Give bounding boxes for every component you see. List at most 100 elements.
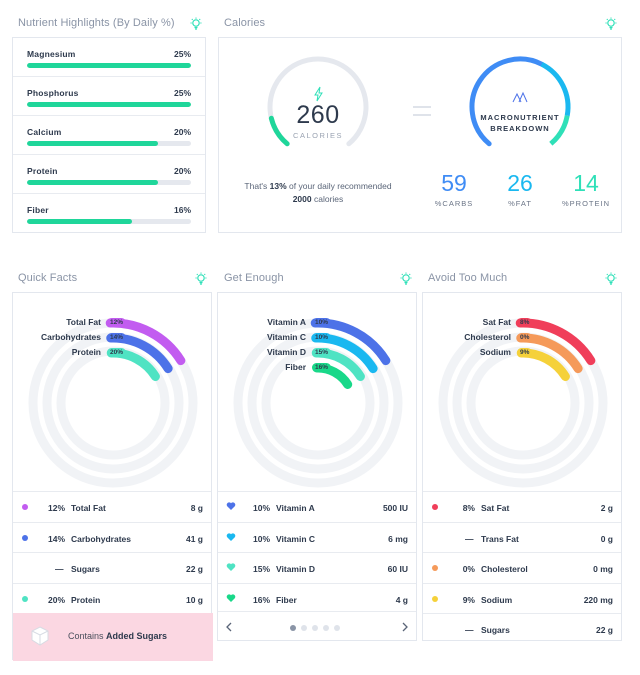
pager-bar [218,611,416,642]
pager-dot[interactable] [301,625,307,631]
row-percent: 15% [252,564,270,574]
row-name: Sugars [71,564,100,574]
row-name: Vitamin C [276,533,316,544]
ring-percent-pill: 15% [312,348,332,357]
row-percent: 0% [462,564,475,574]
nutrient-value: 25% [173,88,191,98]
nutrient-value: 20% [173,166,191,176]
nutrient-row: Magnesium 25% [13,38,205,77]
row-amount: 6 mg [388,533,408,544]
calories-title: Calories [224,17,266,29]
row-amount: 0 g [600,533,613,544]
color-dot-icon [432,595,438,602]
ring-label: Sodium [479,347,511,357]
ring-percent-pill: 9% [517,348,533,357]
macro-label: %CARBS [434,199,474,208]
quick-facts-title: Quick Facts [18,272,78,284]
ring-percent-pill: 8% [517,318,533,327]
nutrient-value: 25% [173,49,191,59]
ring-label: Carbohydrates [41,332,101,342]
nutrient-list-row: 16% Fiber 4 g [218,582,416,614]
lightbulb-icon[interactable] [399,272,413,286]
ring-percent-pill: 20% [107,348,127,357]
row-amount: 22 g [185,564,203,574]
ring-label: Protein [71,347,101,357]
ring-label: Cholesterol [464,332,511,342]
nutrient-name: Fiber [27,205,49,215]
row-name: Carbohydrates [71,533,131,544]
nutrient-name: Magnesium [27,49,76,59]
macro-value: 59 [441,170,467,196]
row-amount: 220 mg [583,594,613,605]
calorie-note-pct: 13% [269,181,287,191]
row-amount: 2 g [600,503,613,513]
macro-label-line1: MACRONUTRIENT [480,113,560,122]
macro-gauge-segment [469,56,545,147]
sugar-cube-icon [31,626,49,646]
calories-gauges [267,56,571,147]
color-dot-icon [22,534,28,541]
nutrient-progress-fill [27,141,159,146]
calorie-note-cal: 2000 [292,194,312,204]
row-amount: 0 mg [593,564,613,574]
row-amount: 22 g [595,625,613,635]
row-amount: 60 IU [387,564,408,574]
ring-percent-pill: 16% [312,363,332,372]
nutrient-name: Protein [27,166,58,176]
nutrient-list-row: — Trans Fat 0 g [423,521,621,553]
dash-icon: — [465,533,474,544]
nutrient-progress-fill [27,180,159,185]
ring-percent-pill: 12% [107,318,127,327]
calorie-note-pre: That's [244,181,270,191]
macro-label: %PROTEIN [561,199,610,208]
macro-value: 26 [507,170,533,196]
macro-breakdown-label: MACRONUTRIENT BREAKDOWN [470,112,570,134]
row-name: Total Fat [71,503,106,513]
calorie-note-post: calories [311,194,344,204]
row-name: Cholesterol [481,564,528,574]
lightbulb-icon[interactable] [189,17,203,31]
chevron-left-icon[interactable] [224,622,234,632]
color-dot-icon [22,595,28,602]
pager-dot[interactable] [334,625,340,631]
quick-facts-panel: Total Fat 12% Carbohydrates 14% Protein 20% 1… [12,292,213,661]
row-amount: 4 g [395,594,408,605]
get-enough-title: Get Enough [224,272,284,284]
ring-label: Vitamin D [266,347,306,357]
lightbulb-icon[interactable] [604,272,618,286]
row-amount: 41 g [185,533,203,544]
ring-percent-pill: 0% [517,333,533,342]
pager-dot[interactable] [290,625,296,631]
nutrient-list-row: 12% Total Fat 8 g [13,491,211,522]
lightbulb-icon[interactable] [604,17,618,31]
heart-icon [226,593,236,602]
row-name: Trans Fat [481,533,519,544]
pager-dot[interactable] [312,625,318,631]
nutrient-row: Fiber 16% [13,194,205,233]
nutrient-progress-track [27,141,191,146]
lightbulb-icon[interactable] [194,272,208,286]
row-percent: 14% [47,533,65,544]
pager-dot[interactable] [323,625,329,631]
row-name: Sat Fat [481,503,510,513]
color-dot-icon [432,504,438,510]
row-percent: 10% [252,533,270,544]
nutrient-progress-fill [27,63,191,68]
row-percent: 8% [462,503,475,513]
macro-gauge-segment [549,115,570,146]
ring-percent-pill: 10% [312,318,332,327]
nutrient-row: Calcium 20% [13,116,205,155]
macro-label: %FAT [508,199,532,208]
chevron-right-icon[interactable] [400,622,410,632]
nutrient-list-row: 14% Carbohydrates 41 g [13,521,211,553]
nutrient-list-row: 10% Vitamin C 6 mg [218,521,416,553]
row-percent: 16% [252,594,270,605]
nutrient-name: Calcium [27,127,62,137]
row-name: Sugars [481,625,510,635]
nutrient-list-row: 0% Cholesterol 0 mg [423,552,621,583]
nutrient-list-row: 8% Sat Fat 2 g [423,491,621,522]
dash-icon: — [55,564,64,574]
ring-label: Fiber [285,362,306,372]
row-percent: 20% [47,594,65,605]
color-dot-icon [432,565,438,571]
